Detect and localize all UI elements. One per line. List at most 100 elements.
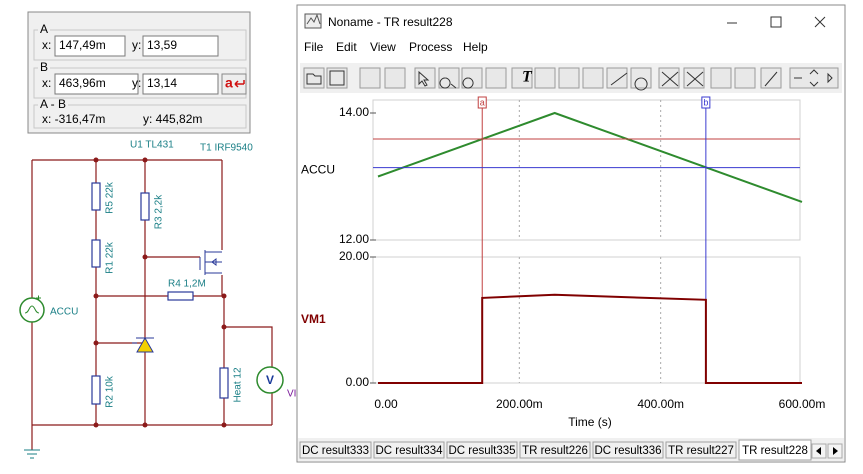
window-title: Noname - TR result228 bbox=[328, 15, 453, 29]
input-value[interactable]: 13,14 bbox=[147, 76, 177, 90]
gap bbox=[38, 99, 68, 111]
regulator bbox=[136, 336, 154, 353]
cursor-handle[interactable] bbox=[477, 96, 487, 109]
active-tab[interactable] bbox=[738, 439, 812, 461]
group-frames bbox=[33, 29, 247, 129]
resistor bbox=[91, 239, 101, 268]
menu-bar: File Edit View Process Help bbox=[304, 40, 488, 54]
cursor-label[interactable]: b bbox=[703, 97, 708, 107]
swap-button[interactable] bbox=[221, 73, 247, 95]
menu-item[interactable]: Edit bbox=[336, 40, 357, 54]
input[interactable] bbox=[142, 35, 219, 57]
button-arrow bbox=[234, 80, 245, 88]
diff-x: x: -316,47m bbox=[42, 112, 105, 126]
tab-label[interactable]: DC result336 bbox=[594, 445, 661, 457]
tab-scroll[interactable] bbox=[811, 443, 843, 459]
label: R2 10k bbox=[105, 375, 116, 408]
label: R1 22k bbox=[105, 241, 116, 274]
junctions bbox=[93, 157, 227, 428]
plots: 14.00 12.00 ACCU a b 0.00 200.00m 400.00m 600.00… bbox=[301, 96, 826, 429]
input[interactable] bbox=[54, 73, 139, 95]
regulator-ref bbox=[132, 337, 154, 344]
label: R3 2,2k bbox=[154, 194, 165, 229]
input-value[interactable]: 13,59 bbox=[147, 38, 177, 52]
series-name: ACCU bbox=[301, 163, 335, 177]
cursor-panel bbox=[27, 11, 251, 134]
window-controls[interactable] bbox=[727, 16, 826, 28]
group-label: A - B bbox=[40, 97, 66, 111]
series-line bbox=[377, 111, 803, 203]
y-tick-label: 0.00 bbox=[346, 375, 370, 389]
y-tick-label: 20.00 bbox=[339, 249, 369, 263]
tab[interactable] bbox=[592, 441, 664, 459]
x-tick-label: 200.00m bbox=[496, 397, 543, 411]
group-label: A bbox=[40, 22, 48, 36]
input[interactable] bbox=[142, 73, 219, 95]
field-label: y: bbox=[132, 76, 141, 90]
gap bbox=[38, 24, 50, 36]
circuit: U1 TL431 T1 IRF9540 R5 22k R1 22k R3 2,2… bbox=[19, 140, 296, 459]
tab[interactable] bbox=[299, 441, 372, 459]
resistor bbox=[140, 192, 150, 221]
tab-label[interactable]: TR result228 bbox=[742, 445, 808, 457]
resistor bbox=[91, 182, 101, 211]
y-tick-label: 12.00 bbox=[339, 232, 369, 246]
label: ACCU bbox=[50, 307, 78, 318]
text-tool[interactable]: T bbox=[522, 69, 533, 86]
label: Heat 12 bbox=[233, 367, 244, 402]
mosfet bbox=[199, 250, 222, 275]
resistor bbox=[167, 291, 194, 301]
tab-scroll-arrows bbox=[816, 447, 838, 455]
x-tick-label: 400.00m bbox=[637, 397, 684, 411]
tab[interactable] bbox=[519, 441, 591, 459]
input-value[interactable]: 463,96m bbox=[59, 76, 106, 90]
label: U1 TL431 bbox=[130, 140, 174, 151]
tab-label[interactable]: DC result333 bbox=[302, 445, 369, 457]
menu-item[interactable]: Process bbox=[409, 40, 452, 54]
tab[interactable] bbox=[665, 441, 737, 459]
x-tick-label: 600.00m bbox=[779, 397, 826, 411]
series-line bbox=[378, 293, 802, 384]
y-tick-label: 14.00 bbox=[339, 105, 369, 119]
label: T1 IRF9540 bbox=[200, 143, 253, 154]
label: VI bbox=[287, 389, 296, 400]
tab[interactable] bbox=[373, 441, 445, 459]
menu-item[interactable]: Help bbox=[463, 40, 488, 54]
input[interactable] bbox=[54, 35, 126, 57]
wires bbox=[31, 159, 273, 450]
plot-frame bbox=[372, 256, 801, 384]
voltmeter bbox=[256, 366, 284, 394]
button-text[interactable]: a bbox=[225, 75, 233, 91]
menu-item[interactable]: View bbox=[370, 40, 396, 54]
tab-label[interactable]: DC result335 bbox=[448, 445, 515, 457]
tab-label[interactable]: TR result227 bbox=[668, 445, 734, 457]
gap bbox=[38, 62, 50, 74]
meter-symbol: V bbox=[266, 373, 274, 387]
cursor-handle[interactable] bbox=[701, 96, 711, 109]
source bbox=[19, 297, 45, 323]
cursor-label[interactable]: a bbox=[480, 97, 485, 107]
x-tick-label: 0.00 bbox=[374, 397, 398, 411]
tab-label[interactable]: DC result334 bbox=[375, 445, 443, 457]
resistor bbox=[219, 367, 229, 399]
source-symbol bbox=[24, 295, 41, 314]
plot-frame bbox=[372, 99, 801, 241]
series-name: VM1 bbox=[301, 312, 326, 326]
label: R4 1,2M bbox=[168, 279, 206, 290]
menu-item[interactable]: File bbox=[304, 40, 324, 54]
tab[interactable] bbox=[446, 441, 518, 459]
app-icon bbox=[304, 13, 322, 29]
group-label: B bbox=[40, 60, 48, 74]
tab-label[interactable]: TR result226 bbox=[522, 445, 588, 457]
field-label: x: bbox=[42, 38, 51, 52]
field-label: y: bbox=[132, 38, 141, 52]
label: R5 22k bbox=[105, 181, 116, 214]
diff-y: y: 445,82m bbox=[143, 112, 202, 126]
x-axis-label: Time (s) bbox=[568, 415, 612, 429]
input-value[interactable]: 147,49m bbox=[59, 38, 106, 52]
ground bbox=[24, 449, 40, 459]
field-label: x: bbox=[42, 76, 51, 90]
resistor bbox=[91, 375, 101, 405]
